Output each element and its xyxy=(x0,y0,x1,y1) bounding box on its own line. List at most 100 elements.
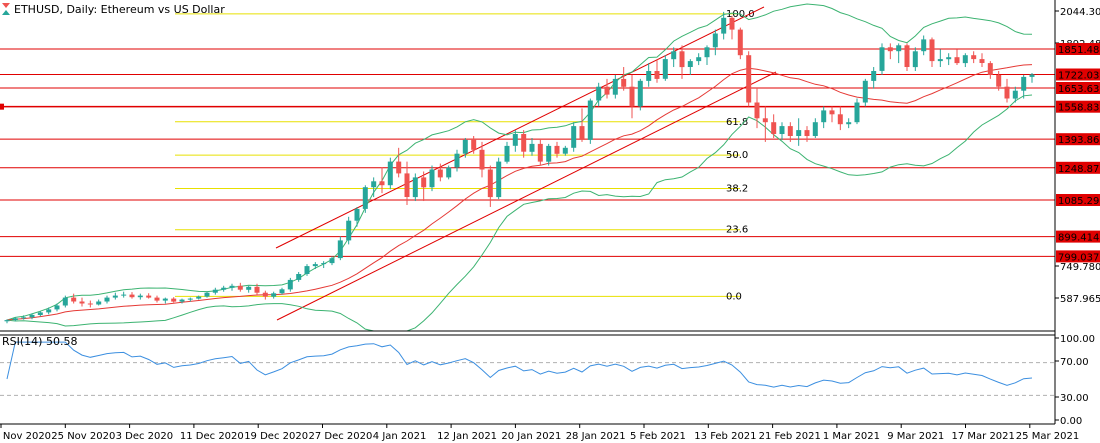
candle-body xyxy=(171,298,177,302)
candle-body xyxy=(854,102,860,123)
bollinger-lower-line xyxy=(6,94,1033,332)
candle-body xyxy=(387,161,393,186)
candle-body xyxy=(304,266,310,274)
price-tag xyxy=(1056,194,1100,206)
date-label: 12 Jan 2021 xyxy=(437,431,497,442)
candle-body xyxy=(37,312,43,315)
price-tag-label: 899.414 xyxy=(1058,233,1099,244)
date-label: 20 Jan 2021 xyxy=(501,431,561,442)
candle-body xyxy=(962,55,968,64)
candle-body xyxy=(21,317,27,319)
candle-body xyxy=(812,122,818,136)
candle-body xyxy=(87,303,93,305)
price-tag xyxy=(1056,250,1100,263)
rsi-axis-label: 100.00 xyxy=(1060,334,1095,345)
candle-body xyxy=(312,264,318,267)
date-label: 17 Nov 2020 xyxy=(0,431,51,442)
candle-body xyxy=(262,292,268,297)
fib-level-label: 61.8 xyxy=(726,117,748,128)
candle-body xyxy=(379,181,385,186)
candles xyxy=(4,11,1035,324)
candle-body xyxy=(612,78,618,95)
candle-body xyxy=(437,169,443,178)
candle-body xyxy=(204,292,210,297)
candle-body xyxy=(687,61,693,67)
candle-body xyxy=(79,301,85,304)
candle-body xyxy=(29,314,35,318)
candle-body xyxy=(337,240,343,259)
candle-body xyxy=(579,126,585,140)
fib-level-label: 50.0 xyxy=(726,150,748,161)
candle-body xyxy=(62,297,68,306)
candle-body xyxy=(229,285,235,288)
candle-body xyxy=(721,17,727,34)
candle-body xyxy=(646,71,652,81)
price-axis-label: 749.780 xyxy=(1060,262,1100,273)
candle-body xyxy=(521,134,527,152)
candle-body xyxy=(862,80,868,103)
candle-body xyxy=(396,161,402,174)
candle-body xyxy=(471,139,477,150)
candle-body xyxy=(621,78,627,87)
date-label: 13 Feb 2021 xyxy=(694,431,756,442)
candle-body xyxy=(996,74,1002,87)
date-label: 21 Feb 2021 xyxy=(759,431,821,442)
date-label: 19 Dec 2020 xyxy=(244,431,308,442)
candle-body xyxy=(137,295,143,298)
candle-body xyxy=(504,145,510,162)
candle-body xyxy=(946,57,952,60)
candle-body xyxy=(879,47,885,71)
candle-body xyxy=(987,63,993,75)
candle-body xyxy=(221,287,227,290)
candle-body xyxy=(479,149,485,170)
date-label: 27 Dec 2020 xyxy=(309,431,373,442)
candle-body xyxy=(196,296,202,299)
bollinger-upper-line xyxy=(6,3,1033,321)
rsi-axis-label: 0.00 xyxy=(1060,416,1082,427)
candle-body xyxy=(562,147,568,154)
rsi-axis-label: 70.00 xyxy=(1060,357,1089,368)
candle-body xyxy=(912,51,918,68)
date-label: 28 Jan 2021 xyxy=(566,431,626,442)
candle-body xyxy=(321,263,327,265)
price-tag-label: 1248.872 xyxy=(1058,164,1100,175)
price-tag-label: 1558.839 xyxy=(1058,103,1100,114)
rsi-label: RSI(14) 50.58 xyxy=(2,335,77,348)
candle-body xyxy=(904,45,910,67)
channel-lower-line[interactable] xyxy=(276,71,777,321)
candle-body xyxy=(146,295,152,298)
price-tag-label: 1653.631 xyxy=(1058,84,1100,95)
candle-body xyxy=(837,114,843,125)
candle-body xyxy=(446,167,452,178)
price-tag-label: 1851.484 xyxy=(1058,45,1100,56)
candle-body xyxy=(679,51,685,68)
price-tag xyxy=(1056,43,1100,55)
candle-body xyxy=(921,39,927,52)
candle-body xyxy=(696,57,702,62)
candle-body xyxy=(1021,76,1027,91)
candle-body xyxy=(121,294,127,296)
candle-body xyxy=(179,299,185,302)
candle-body xyxy=(237,285,243,290)
candle-body xyxy=(287,279,293,290)
candle-body xyxy=(654,71,660,79)
candle-body xyxy=(71,297,77,302)
candle-body xyxy=(412,177,418,198)
price-tag xyxy=(1056,100,1100,113)
candle-body xyxy=(537,143,543,162)
chart-title-group: ETHUSD, Daily: Ethereum vs US Dollar xyxy=(2,3,225,16)
candle-body xyxy=(554,145,560,154)
candle-body xyxy=(329,258,335,264)
candle-body xyxy=(729,17,735,30)
candle-body xyxy=(587,100,593,140)
price-tag xyxy=(1056,82,1100,94)
candle-body xyxy=(129,294,135,298)
price-tag-label: 1393.860 xyxy=(1058,135,1100,146)
date-label: 5 Feb 2021 xyxy=(630,431,686,442)
candle-body xyxy=(887,47,893,52)
price-tag xyxy=(1056,230,1100,243)
candle-body xyxy=(637,80,643,107)
date-label: 25 Nov 2020 xyxy=(51,431,115,442)
price-tag-label: 799.037 xyxy=(1058,252,1099,263)
